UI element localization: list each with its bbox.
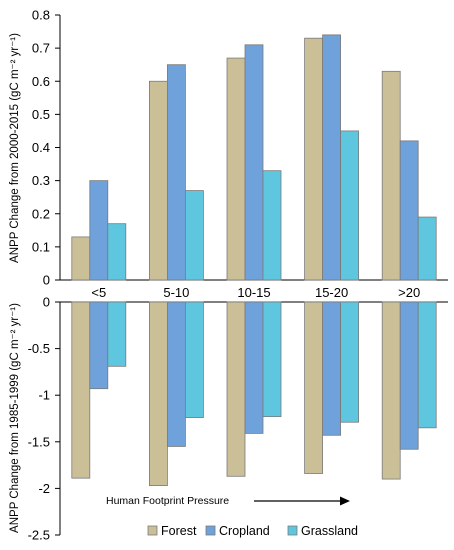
legend-swatch-cropland <box>205 525 216 536</box>
bar-grassland-5-10 <box>184 301 204 418</box>
category-label-lt5: <5 <box>91 285 106 300</box>
bar-cropland-lt5 <box>89 301 109 390</box>
bar-cropland-15-20 <box>322 34 342 281</box>
annotation-label: Human Footprint Pressure <box>106 495 229 507</box>
legend-label-forest: Forest <box>161 524 197 538</box>
bar-cropland-gt20 <box>399 140 419 281</box>
y-tick-label: 0.5 <box>32 107 50 122</box>
y-tick-label: -2.5 <box>28 528 50 543</box>
bar-forest-15-20 <box>304 301 324 474</box>
bar-forest-10-15 <box>226 57 246 281</box>
bar-grassland-gt20 <box>417 301 437 429</box>
bar-grassland-5-10 <box>184 190 204 281</box>
bar-cropland-5-10 <box>166 64 186 281</box>
bar-grassland-10-15 <box>262 301 282 418</box>
legend-label-grassland: Grassland <box>301 524 358 538</box>
y-tick-label: 0.8 <box>32 8 50 23</box>
y-tick-label: -1.5 <box>28 434 50 449</box>
bar-grassland-15-20 <box>340 130 360 281</box>
bottom-bar-chart: 0 -0.5 -1 -1.5 -2 -2.5 ANPP Change from 1985-1… <box>9 295 448 543</box>
category-label-gt20: >20 <box>398 285 420 300</box>
bar-forest-15-20 <box>304 37 324 281</box>
bar-cropland-5-10 <box>166 301 186 447</box>
bar-forest-5-10 <box>148 301 168 487</box>
y-tick-label: 0.7 <box>32 41 50 56</box>
bar-grassland-lt5 <box>107 223 127 281</box>
bar-grassland-15-20 <box>340 301 360 423</box>
category-label-10-15: 10-15 <box>237 285 270 300</box>
y-tick-label: -1 <box>38 388 50 403</box>
legend-label-cropland: Cropland <box>219 524 270 538</box>
bar-cropland-gt20 <box>399 301 419 450</box>
y-axis-title-0: ANPP Change from 2000-2015 (gC m⁻² yr⁻¹) <box>9 33 21 263</box>
bar-forest-gt20 <box>381 301 401 480</box>
bar-cropland-10-15 <box>244 44 264 281</box>
pressure-arrow-head <box>340 496 350 506</box>
top-bar-chart: 0 0.1 0.2 0.3 0.4 0.5 0.6 0.7 0.8 <5 5-10 10-15 15-2… <box>9 8 448 300</box>
legend-swatch-grassland <box>287 525 298 536</box>
y-tick-label: 0 <box>43 295 50 310</box>
bar-forest-lt5 <box>71 236 91 281</box>
bar-forest-10-15 <box>226 301 246 477</box>
y-tick-label: 0.3 <box>32 173 50 188</box>
bar-grassland-lt5 <box>107 301 127 367</box>
bar-forest-lt5 <box>71 301 91 479</box>
bar-cropland-lt5 <box>89 180 109 281</box>
y-tick-label: -0.5 <box>28 341 50 356</box>
bar-grassland-10-15 <box>262 170 282 281</box>
pressure-arrow-annotation: Human Footprint Pressure <box>106 495 350 507</box>
legend-swatch-forest <box>147 525 158 536</box>
y-tick-label: 0.2 <box>32 206 50 221</box>
y-tick-label: 0 <box>43 273 50 288</box>
y-tick-label: 0.4 <box>32 140 50 155</box>
category-label-15-20: 15-20 <box>315 285 348 300</box>
bar-forest-gt20 <box>381 70 401 281</box>
legend: Forest Cropland Grassland <box>147 524 358 538</box>
bar-cropland-15-20 <box>322 301 342 436</box>
y-axis-title-1: ANPP Change from 1985-1999 (gC m⁻² yr⁻¹) <box>9 303 21 533</box>
y-tick-label: 0.1 <box>32 239 50 254</box>
bar-forest-5-10 <box>148 80 168 281</box>
category-label-5-10: 5-10 <box>163 285 189 300</box>
y-tick-label: -2 <box>38 481 50 496</box>
bar-cropland-10-15 <box>244 301 264 434</box>
bar-grassland-gt20 <box>417 216 437 281</box>
y-tick-label: 0.6 <box>32 74 50 89</box>
